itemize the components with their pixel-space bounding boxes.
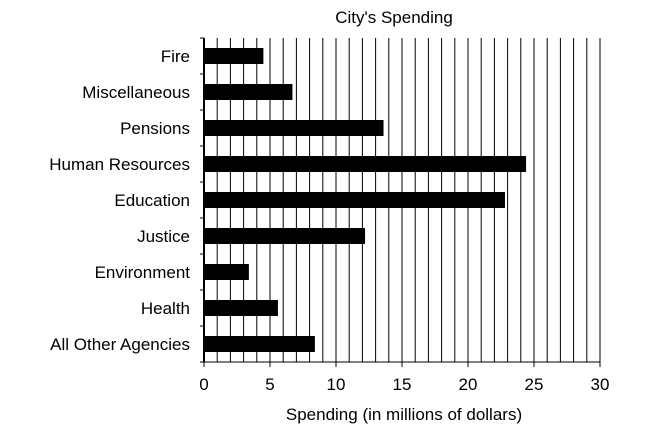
x-tick-label: 20 xyxy=(459,375,478,394)
x-tick-label: 0 xyxy=(199,375,208,394)
category-label: Pensions xyxy=(120,119,190,138)
bar xyxy=(204,156,527,172)
chart-title: City's Spending xyxy=(335,8,453,27)
x-tick-labels: 0 5 10 15 20 25 30 xyxy=(199,375,609,394)
category-label: Miscellaneous xyxy=(82,83,190,102)
x-tick-label: 15 xyxy=(393,375,412,394)
bar xyxy=(204,336,315,352)
category-label: Human Resources xyxy=(49,155,190,174)
axes xyxy=(200,37,601,367)
bar xyxy=(204,228,366,244)
category-label: Education xyxy=(114,191,190,210)
category-label: Environment xyxy=(95,263,191,282)
x-axis-label: Spending (in millions of dollars) xyxy=(286,405,522,424)
bars xyxy=(204,48,527,352)
category-label: Health xyxy=(141,299,190,318)
category-labels: Fire Miscellaneous Pensions Human Resources… xyxy=(49,47,190,354)
x-tick-label: 30 xyxy=(591,375,610,394)
bar xyxy=(204,84,293,100)
category-label: All Other Agencies xyxy=(50,335,190,354)
bar xyxy=(204,264,249,280)
x-tick-label: 5 xyxy=(265,375,274,394)
bar xyxy=(204,48,264,64)
category-label: Justice xyxy=(137,227,190,246)
category-label: Fire xyxy=(161,47,190,66)
x-tick-label: 25 xyxy=(525,375,544,394)
x-tick-label: 10 xyxy=(327,375,346,394)
bar xyxy=(204,192,505,208)
bar xyxy=(204,120,384,136)
bar xyxy=(204,300,278,316)
